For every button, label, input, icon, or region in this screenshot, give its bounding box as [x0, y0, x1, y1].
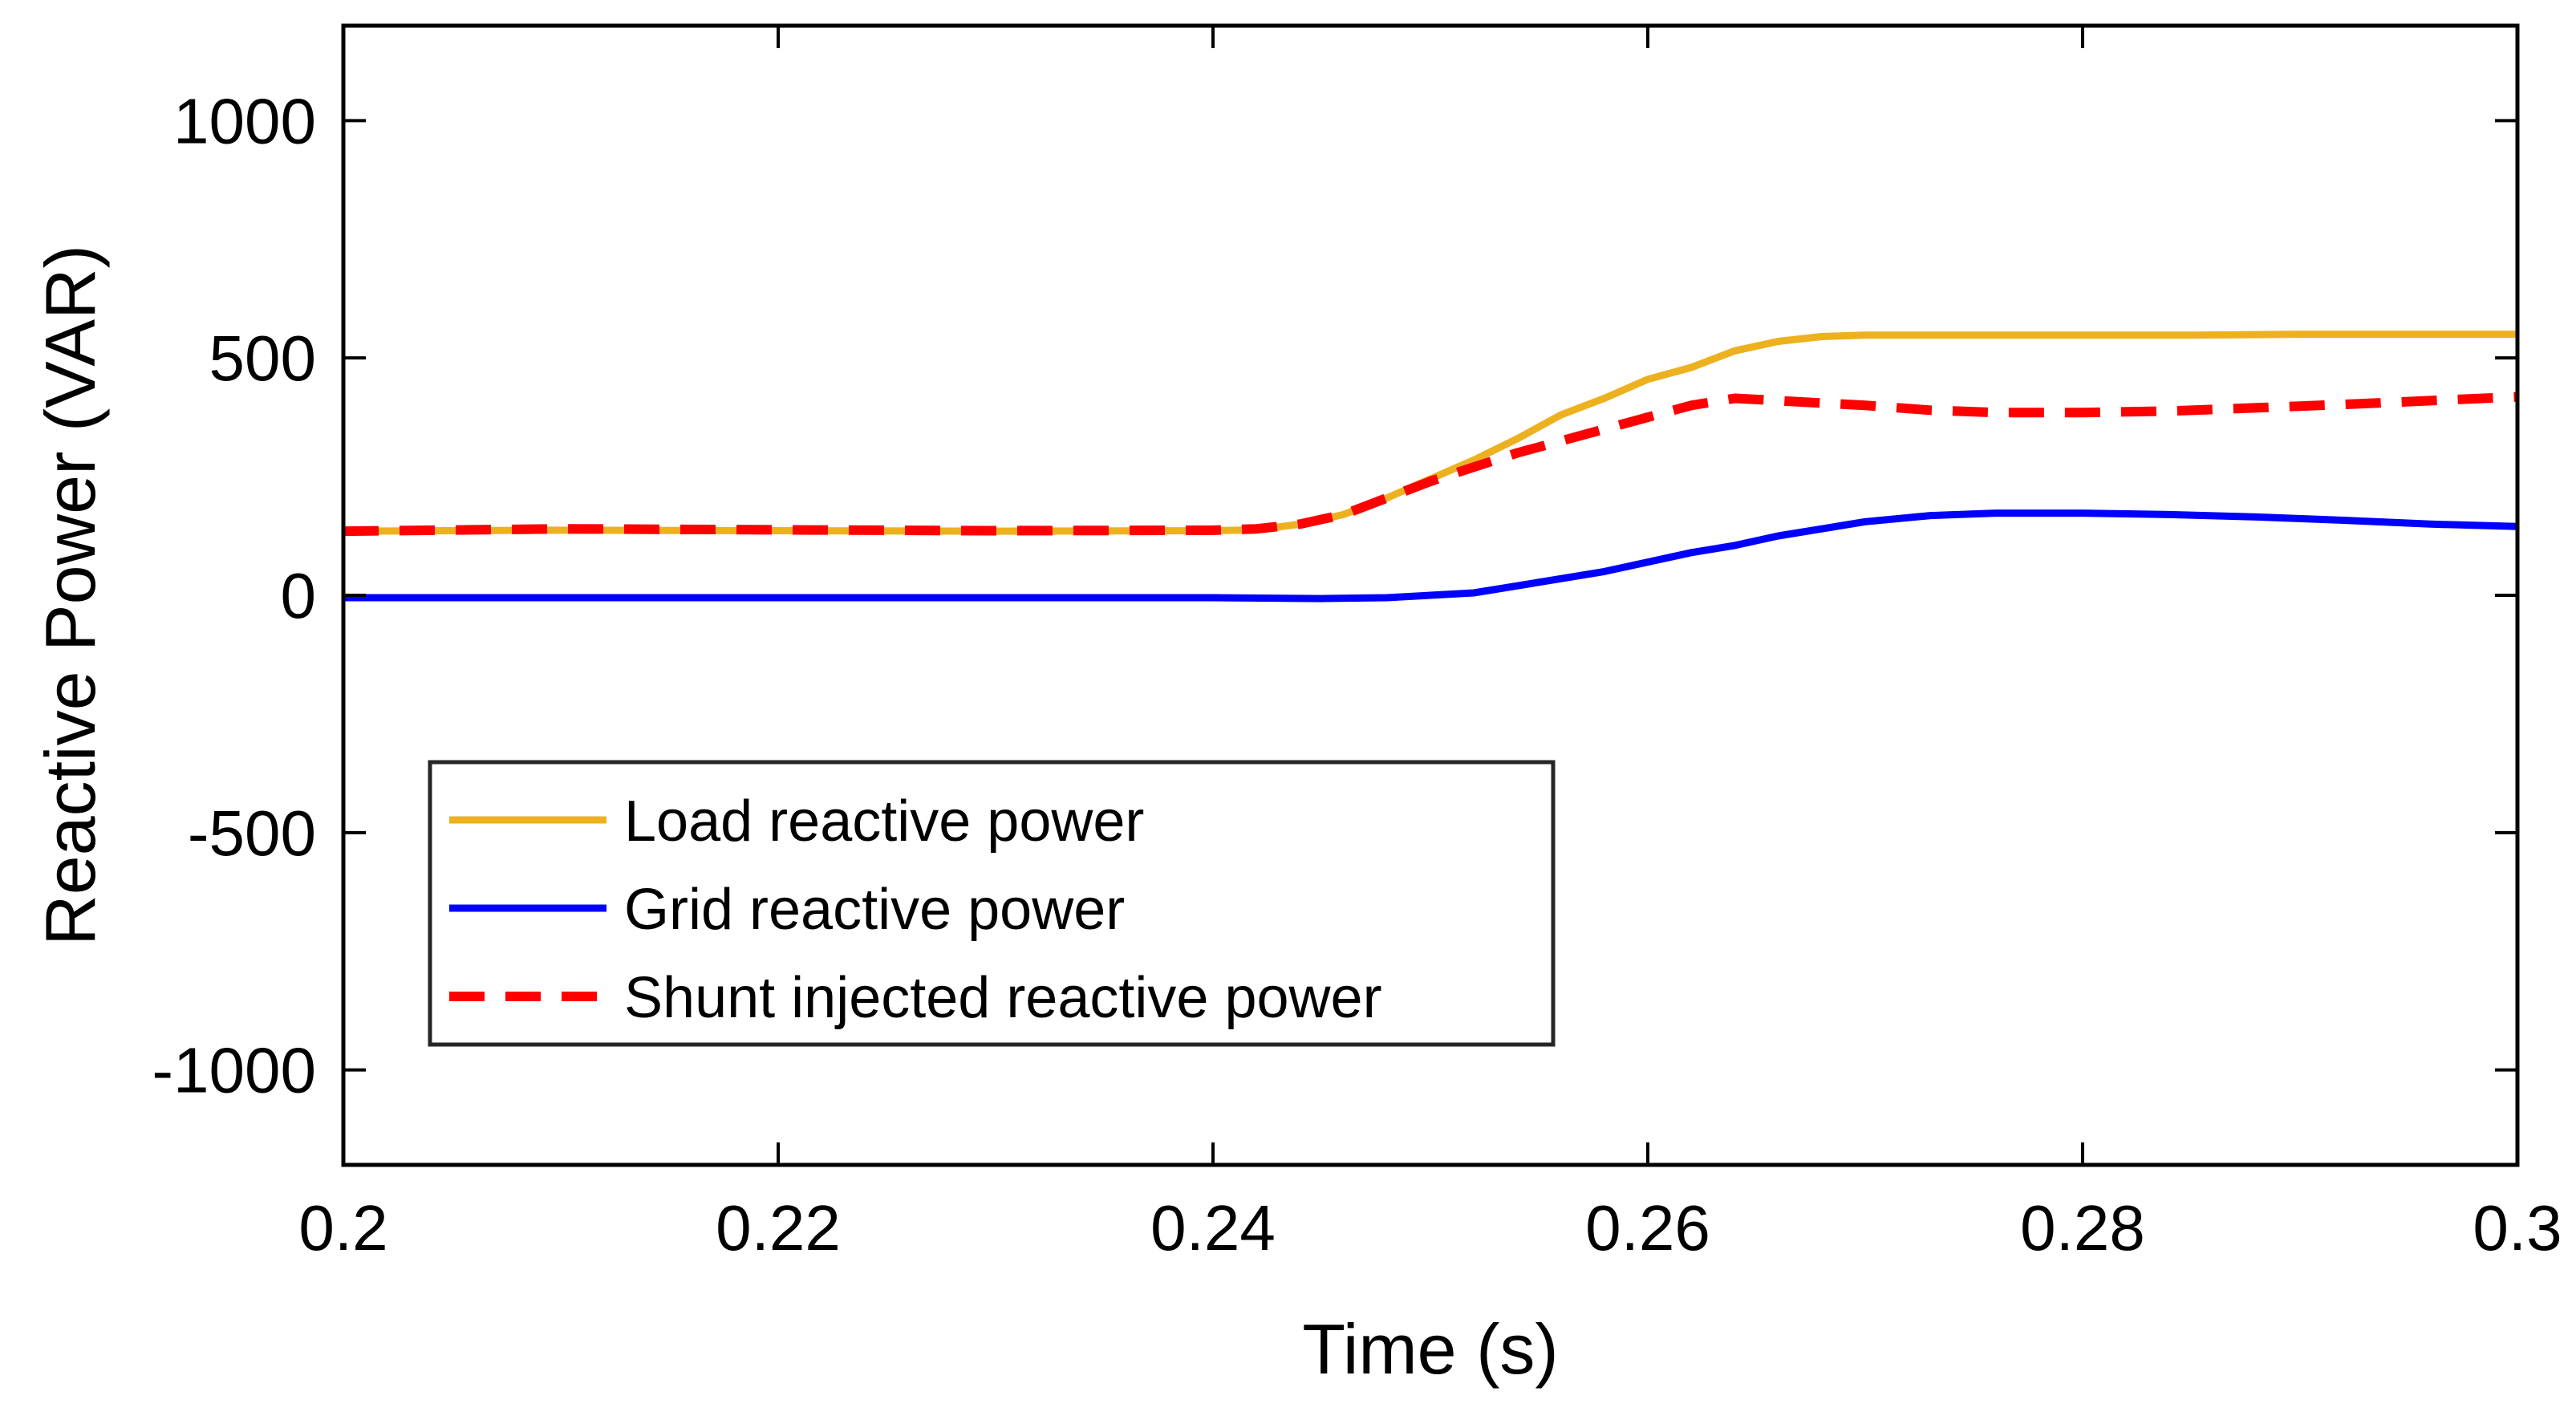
y-tick-label: -500	[188, 797, 316, 869]
legend-label: Shunt injected reactive power	[624, 966, 1382, 1030]
x-axis-label: Time (s)	[1302, 1309, 1558, 1389]
x-tick-label: 0.3	[2473, 1192, 2562, 1264]
legend-box	[428, 760, 1556, 1047]
series-layer	[343, 331, 2517, 603]
series-line-shunt-injected-reactive-power	[343, 392, 2517, 537]
y-tick-label: -1000	[152, 1035, 316, 1106]
x-tick-label: 0.22	[716, 1192, 841, 1264]
y-axis: -1000 -500 0 500 1000	[152, 85, 2517, 1106]
y-tick-label: 0	[281, 560, 317, 631]
x-axis: 0.2 0.22 0.24 0.26 0.28 0.3	[298, 26, 2562, 1264]
x-tick-label: 0.2	[298, 1192, 387, 1264]
x-tick-label: 0.28	[2020, 1192, 2145, 1264]
y-tick-label: 1000	[173, 85, 316, 156]
legend-label: Grid reactive power	[624, 878, 1125, 942]
y-tick-label: 500	[209, 323, 316, 394]
series-line-load-reactive-power	[343, 331, 2517, 535]
x-tick-label: 0.24	[1150, 1192, 1276, 1264]
y-axis-label: Reactive Power (VAR)	[30, 245, 110, 946]
legend: Load reactive power Grid reactive power Sh…	[428, 760, 1556, 1047]
x-tick-label: 0.26	[1585, 1192, 1710, 1264]
series-line-grid-reactive-power	[343, 509, 2517, 603]
legend-label: Load reactive power	[624, 789, 1144, 854]
